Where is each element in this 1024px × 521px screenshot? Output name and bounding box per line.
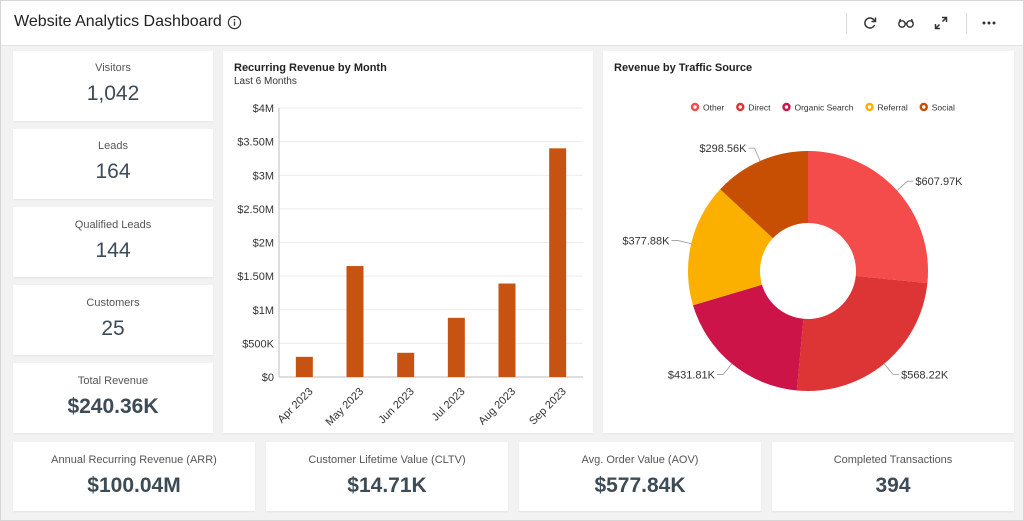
kpi-label: Customer Lifetime Value (CLTV) (308, 454, 466, 466)
legend-label: Social (932, 103, 955, 113)
kpi-card-visitors[interactable]: Visitors 1,042 (13, 51, 213, 121)
donut-leader-line (748, 147, 761, 162)
header-separator (846, 13, 847, 34)
bar[interactable] (549, 148, 567, 377)
header-separator (966, 13, 967, 34)
legend-item[interactable]: Social (919, 103, 955, 113)
glasses-icon[interactable] (897, 14, 915, 32)
bar[interactable] (498, 283, 516, 377)
donut-slice[interactable] (808, 151, 928, 284)
y-tick-label: $3.50M (237, 137, 274, 149)
donut-leader-line (896, 180, 914, 191)
dashboard-title: Website Analytics Dashboard (14, 13, 222, 30)
legend-swatch-center (784, 105, 789, 109)
kpi-label: Completed Transactions (833, 454, 953, 466)
dashboard-header: Website Analytics Dashboard (1, 1, 1023, 46)
x-tick-label: Jul 2023 (430, 386, 468, 424)
kpi-value: 1,042 (86, 82, 140, 105)
y-tick-label: $0 (262, 372, 274, 384)
kpi-card-arr[interactable]: Annual Recurring Revenue (ARR) $100.04M (13, 442, 255, 511)
donut-leader-line (671, 240, 692, 245)
x-tick-label: Apr 2023 (275, 386, 315, 426)
x-tick-label: Jun 2023 (376, 386, 416, 426)
donut-data-label: $568.22K (901, 370, 949, 382)
legend-label: Other (703, 103, 724, 113)
y-tick-label: $3M (253, 170, 274, 182)
legend-swatch-center (693, 105, 697, 109)
kpi-label: Visitors (95, 62, 131, 74)
kpi-card-leads[interactable]: Leads 164 (13, 129, 213, 199)
kpi-value: 164 (95, 160, 131, 183)
kpi-label: Leads (98, 140, 128, 152)
x-tick-label: Aug 2023 (476, 386, 518, 428)
kpi-card-cltv[interactable]: Customer Lifetime Value (CLTV) $14.71K (266, 442, 508, 511)
y-tick-label: $4M (253, 103, 274, 115)
x-tick-label: Sep 2023 (527, 386, 569, 428)
donut-data-label: $431.81K (668, 370, 716, 382)
pie-chart-card[interactable]: Revenue by Traffic Source Other Direct Org… (603, 51, 1014, 433)
bar-chart-card[interactable]: Recurring Revenue by Month Last 6 Months… (223, 51, 593, 433)
legend-item[interactable]: Other (690, 103, 725, 113)
legend-label: Organic Search (794, 103, 853, 113)
more-icon[interactable] (980, 14, 998, 32)
refresh-icon[interactable] (861, 14, 879, 32)
bar-chart-subtitle: Last 6 Months (234, 76, 297, 87)
kpi-card-customers[interactable]: Customers 25 (13, 285, 213, 355)
kpi-value: 144 (95, 239, 131, 262)
y-tick-label: $500K (242, 338, 274, 350)
bar[interactable] (295, 356, 313, 377)
kpi-label: Total Revenue (77, 375, 149, 387)
y-tick-label: $1.50M (237, 271, 274, 283)
kpi-value: 394 (875, 474, 911, 497)
kpi-label: Qualified Leads (74, 219, 152, 231)
donut-slice[interactable] (688, 189, 773, 306)
donut-leader-line (883, 363, 900, 375)
kpi-card-qualified-leads[interactable]: Qualified Leads 144 (13, 207, 213, 277)
bar[interactable] (397, 352, 415, 377)
donut-leader-line (716, 363, 733, 375)
kpi-label: Annual Recurring Revenue (ARR) (51, 454, 217, 466)
pie-chart: Other Direct Organic Search Referral Social $… (622, 103, 963, 392)
legend-item[interactable]: Referral (865, 103, 908, 113)
kpi-value: $14.71K (347, 474, 427, 497)
legend-swatch-center (867, 105, 872, 109)
kpi-value: $100.04M (87, 474, 181, 497)
x-tick-label: May 2023 (324, 386, 367, 429)
donut-slice[interactable] (720, 151, 808, 239)
bar[interactable] (346, 266, 364, 377)
kpi-value: $577.84K (594, 474, 686, 497)
bar-chart-title: Recurring Revenue by Month (234, 62, 387, 74)
bar-chart: $0 $500K $1M $1.50M $2M $2.50M $3M $3.50M $4M Apr… (237, 103, 583, 429)
donut-slice[interactable] (693, 284, 804, 391)
pie-chart-title: Revenue by Traffic Source (614, 62, 753, 74)
kpi-card-completed-transactions[interactable]: Completed Transactions 394 (772, 442, 1014, 511)
bar[interactable] (447, 317, 465, 377)
expand-icon[interactable] (932, 14, 950, 32)
y-tick-label: $1M (253, 305, 274, 317)
kpi-label: Avg. Order Value (AOV) (581, 454, 699, 466)
donut-slice[interactable] (796, 275, 928, 392)
donut-data-label: $377.88K (622, 235, 670, 247)
info-icon[interactable] (227, 15, 242, 30)
kpi-value: 25 (101, 317, 125, 340)
donut-data-label: $298.56K (699, 143, 747, 155)
legend-label: Referral (878, 103, 908, 113)
kpi-label: Customers (86, 297, 140, 309)
y-tick-label: $2M (253, 238, 274, 250)
kpi-card-aov[interactable]: Avg. Order Value (AOV) $577.84K (519, 442, 761, 511)
legend-swatch-center (738, 105, 742, 109)
kpi-value: $240.36K (67, 395, 159, 418)
legend-item[interactable]: Organic Search (782, 103, 854, 113)
y-tick-label: $2.50M (237, 204, 274, 216)
legend-label: Direct (748, 103, 771, 113)
legend-swatch-center (922, 105, 926, 109)
legend-item[interactable]: Direct (736, 103, 771, 113)
kpi-card-total-revenue[interactable]: Total Revenue $240.36K (13, 363, 213, 433)
donut-data-label: $607.97K (915, 176, 963, 188)
